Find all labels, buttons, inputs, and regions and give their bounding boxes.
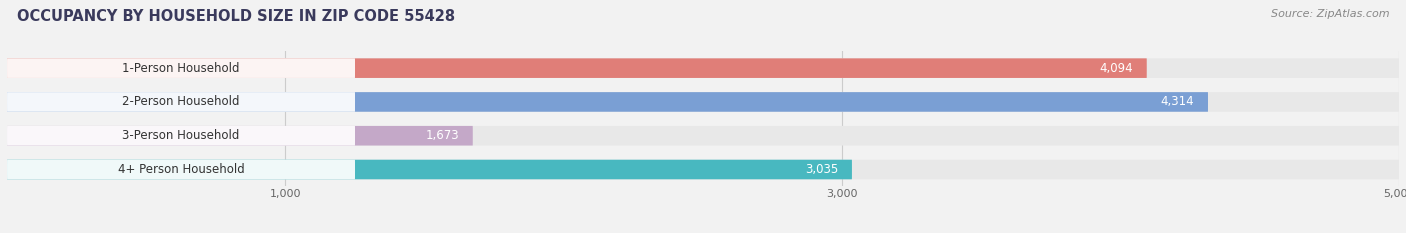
FancyBboxPatch shape xyxy=(7,160,1399,179)
FancyBboxPatch shape xyxy=(7,126,472,146)
Text: 1,673: 1,673 xyxy=(425,129,458,142)
FancyBboxPatch shape xyxy=(7,92,1208,112)
Text: 4,094: 4,094 xyxy=(1099,62,1133,75)
Text: 2-Person Household: 2-Person Household xyxy=(122,96,240,108)
FancyBboxPatch shape xyxy=(7,126,354,146)
FancyBboxPatch shape xyxy=(7,92,1399,112)
FancyBboxPatch shape xyxy=(7,58,1399,78)
FancyBboxPatch shape xyxy=(7,160,852,179)
Text: 3-Person Household: 3-Person Household xyxy=(122,129,239,142)
Text: 3,035: 3,035 xyxy=(804,163,838,176)
FancyBboxPatch shape xyxy=(7,160,354,179)
Text: 1-Person Household: 1-Person Household xyxy=(122,62,240,75)
FancyBboxPatch shape xyxy=(7,58,1147,78)
Text: 4+ Person Household: 4+ Person Household xyxy=(118,163,245,176)
Text: 4,314: 4,314 xyxy=(1160,96,1194,108)
FancyBboxPatch shape xyxy=(7,92,354,112)
Text: Source: ZipAtlas.com: Source: ZipAtlas.com xyxy=(1271,9,1389,19)
Text: OCCUPANCY BY HOUSEHOLD SIZE IN ZIP CODE 55428: OCCUPANCY BY HOUSEHOLD SIZE IN ZIP CODE … xyxy=(17,9,456,24)
FancyBboxPatch shape xyxy=(7,58,354,78)
FancyBboxPatch shape xyxy=(7,126,1399,146)
